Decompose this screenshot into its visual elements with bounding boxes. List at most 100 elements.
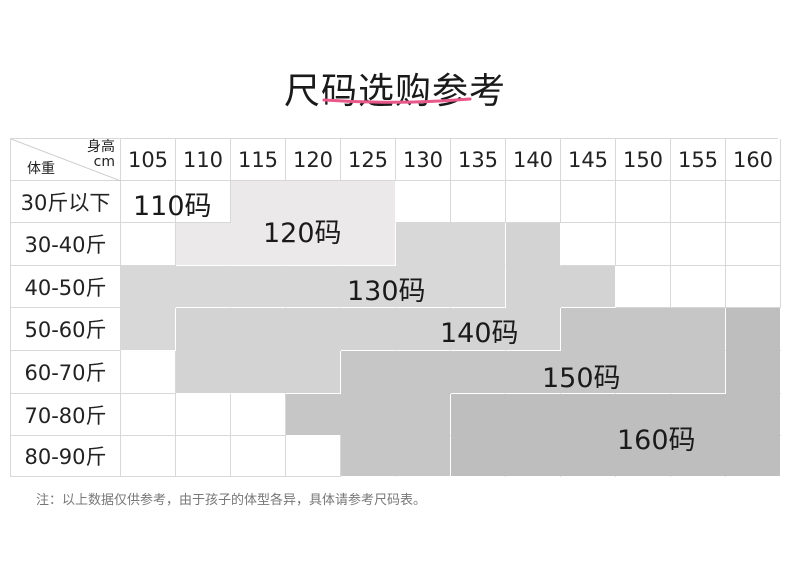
size-cell-130 <box>396 223 451 266</box>
empty-cell <box>671 266 726 308</box>
height-header-cell: 130 <box>396 139 451 181</box>
size-cell-140 <box>286 308 341 351</box>
size-cell-160 <box>726 308 781 351</box>
empty-cell <box>561 223 616 266</box>
size-label-140: 140码 <box>440 318 519 349</box>
size-label-150: 150码 <box>542 363 621 394</box>
size-cell-160 <box>726 394 781 436</box>
size-cell-150 <box>671 351 726 394</box>
height-header-cell: 150 <box>616 139 671 181</box>
size-label-130: 130码 <box>347 276 426 307</box>
height-header-cell: 135 <box>451 139 506 181</box>
weight-row-header: 30斤以下 <box>11 181 121 223</box>
empty-cell <box>726 223 781 266</box>
size-cell-140 <box>561 266 616 308</box>
size-cell-160 <box>726 351 781 394</box>
size-cell-150 <box>616 308 671 351</box>
size-cell-150 <box>451 351 506 394</box>
empty-cell <box>286 436 341 477</box>
empty-cell <box>561 181 616 223</box>
weight-row-header: 60-70斤 <box>11 351 121 394</box>
size-label-110: 110码 <box>133 191 212 222</box>
size-cell-150 <box>396 394 451 436</box>
size-cell-150 <box>396 351 451 394</box>
empty-cell <box>176 436 231 477</box>
height-header-cell: 145 <box>561 139 616 181</box>
size-cell-160 <box>726 436 781 477</box>
size-cell-150 <box>561 351 616 394</box>
size-cell-160 <box>451 436 506 477</box>
size-cell-130 <box>396 266 451 308</box>
size-cell-160 <box>506 436 561 477</box>
size-cell-110 <box>121 181 176 223</box>
weight-row-header: 80-90斤 <box>11 436 121 477</box>
size-cell-150 <box>286 394 341 436</box>
size-cell-160 <box>561 394 616 436</box>
corner-header: 身高 cm 体重 <box>11 139 121 181</box>
size-cell-120 <box>286 223 341 266</box>
size-cell-140 <box>506 266 561 308</box>
empty-cell <box>121 436 176 477</box>
size-cell-120 <box>286 181 341 223</box>
size-cell-130 <box>341 266 396 308</box>
size-cell-140 <box>396 308 451 351</box>
size-cell-150 <box>341 394 396 436</box>
empty-cell <box>616 181 671 223</box>
diagonal-divider <box>11 139 121 181</box>
page-title: 尺码选购参考 <box>283 71 506 112</box>
size-cell-120 <box>176 223 231 266</box>
empty-cell <box>671 181 726 223</box>
empty-cell <box>506 181 561 223</box>
height-header-cell: 110 <box>176 139 231 181</box>
size-cell-140 <box>176 308 231 351</box>
size-cell-150 <box>341 351 396 394</box>
size-cell-140 <box>506 223 561 266</box>
height-header-cell: 105 <box>121 139 176 181</box>
size-cell-130 <box>231 266 286 308</box>
size-cell-150 <box>506 351 561 394</box>
empty-cell <box>231 436 286 477</box>
size-cell-160 <box>671 394 726 436</box>
empty-cell <box>176 394 231 436</box>
empty-cell <box>121 223 176 266</box>
title-underline <box>322 97 472 104</box>
size-cell-130 <box>176 266 231 308</box>
weight-row-header: 30-40斤 <box>11 223 121 266</box>
size-cell-160 <box>671 436 726 477</box>
size-cell-110 <box>176 181 231 223</box>
empty-cell <box>726 181 781 223</box>
weight-row-header: 40-50斤 <box>11 266 121 308</box>
size-cell-140 <box>506 308 561 351</box>
height-header-cell: 125 <box>341 139 396 181</box>
size-cell-160 <box>561 436 616 477</box>
height-header-cell: 160 <box>726 139 781 181</box>
size-cell-150 <box>561 308 616 351</box>
size-cell-130 <box>451 223 506 266</box>
size-cell-160 <box>506 394 561 436</box>
weight-header: 体重 <box>27 161 55 177</box>
size-cell-140 <box>286 351 341 394</box>
size-cell-150 <box>341 436 396 477</box>
size-cell-120 <box>231 223 286 266</box>
size-cell-140 <box>231 308 286 351</box>
size-chart-table: 身高 cm 体重 105 110 115 120 125 130 135 140 145 150 15… <box>10 138 781 477</box>
size-cell-120 <box>341 181 396 223</box>
weight-row-header: 50-60斤 <box>11 308 121 351</box>
empty-cell <box>616 266 671 308</box>
size-label-160: 160码 <box>617 425 696 456</box>
height-header-cell: 120 <box>286 139 341 181</box>
footnote: 注：以上数据仅供参考，由于孩子的体型各异，具体请参考尺码表。 <box>36 493 427 508</box>
empty-cell <box>726 266 781 308</box>
empty-cell <box>231 394 286 436</box>
size-cell-160 <box>451 394 506 436</box>
size-cell-130 <box>121 308 176 351</box>
size-cell-150 <box>616 351 671 394</box>
height-header-cell: 140 <box>506 139 561 181</box>
size-cell-120 <box>341 223 396 266</box>
height-header: 身高 cm <box>87 139 115 170</box>
size-cell-140 <box>176 351 231 394</box>
size-cell-160 <box>616 436 671 477</box>
empty-cell <box>396 181 451 223</box>
size-cell-140 <box>231 351 286 394</box>
size-cell-130 <box>286 266 341 308</box>
